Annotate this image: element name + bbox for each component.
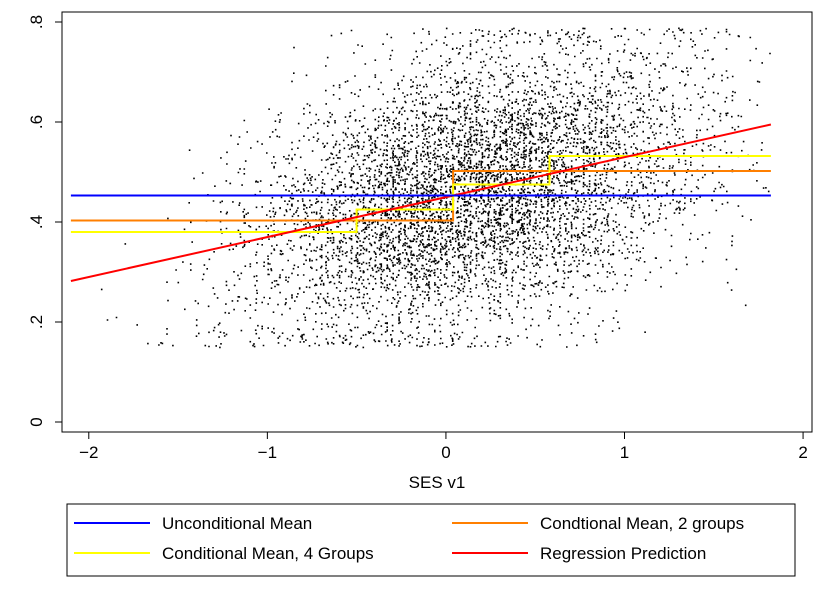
x-tick-label: 0 <box>441 443 450 462</box>
series-line-regression-prediction <box>70 123 772 282</box>
legend: Unconditional Mean Condtional Mean, 2 gro… <box>66 503 796 577</box>
legend-label: Conditional Mean, 4 Groups <box>162 544 374 563</box>
legend-label: Condtional Mean, 2 groups <box>540 514 744 533</box>
scatter-dots <box>100 27 771 349</box>
series-lines <box>70 123 772 282</box>
x-axis: −2 −1 0 1 2 <box>79 432 808 462</box>
legend-label: Regression Prediction <box>540 544 706 563</box>
legend-label: Unconditional Mean <box>162 514 312 533</box>
x-axis-title: SES v1 <box>409 473 466 492</box>
x-tick-label: 2 <box>798 443 807 462</box>
y-tick-label: .6 <box>27 115 46 129</box>
y-tick-label: .8 <box>27 15 46 29</box>
y-tick-label: .4 <box>27 215 46 229</box>
y-tick-label: 0 <box>27 417 46 426</box>
series-line-conditional-mean-4-groups <box>70 155 771 233</box>
y-tick-label: .2 <box>27 315 46 329</box>
x-tick-label: −1 <box>258 443 277 462</box>
legend-box <box>66 503 796 577</box>
y-axis: 0 .2 .4 .6 .8 <box>27 15 62 427</box>
x-tick-label: −2 <box>79 443 98 462</box>
scatter-points <box>100 27 771 349</box>
x-tick-label: 1 <box>620 443 629 462</box>
